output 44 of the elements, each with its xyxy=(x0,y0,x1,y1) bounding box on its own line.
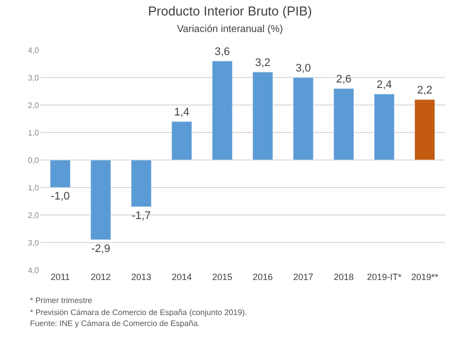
data-label: -1,7 xyxy=(132,210,151,222)
x-tick-label: 2012 xyxy=(90,272,111,282)
x-tick-label: 2018 xyxy=(334,272,354,282)
data-label: 3,6 xyxy=(214,46,230,58)
bar xyxy=(212,60,233,160)
x-tick-label: 2019-IT* xyxy=(366,272,402,282)
x-tick-label: 2011 xyxy=(50,272,70,282)
x-tick-label: 2019** xyxy=(411,272,439,282)
y-tick-label: 4,0 xyxy=(28,266,40,275)
text: * Previsión Cámara de Comercio de España (conjunto 2019). xyxy=(30,308,248,317)
data-label: -2,9 xyxy=(91,242,110,255)
x-tick-label: 2014 xyxy=(172,272,192,282)
bar xyxy=(333,88,354,160)
text: * Primer trimestre xyxy=(30,296,93,305)
y-tick-label: 1,0 xyxy=(28,128,40,138)
y-tick-label: 1,0 xyxy=(28,183,40,192)
x-tick-label: 2016 xyxy=(252,272,273,282)
chart-subtitle: Variación interanual (%) xyxy=(177,24,283,36)
bar xyxy=(374,94,395,160)
source-note: Fuente: INE y Cámara de Comercio de España. xyxy=(30,319,200,328)
data-label: -1,0 xyxy=(50,190,70,202)
y-tick-label: 4,0 xyxy=(28,46,40,55)
y-tick-label: 0,0 xyxy=(28,156,40,165)
bar xyxy=(292,77,314,160)
bar xyxy=(90,160,112,240)
y-tick-label: 2,0 xyxy=(28,100,40,110)
bar xyxy=(252,72,274,160)
bar xyxy=(50,160,71,188)
data-label: 2,2 xyxy=(417,84,432,96)
data-label: 2,6 xyxy=(336,74,352,86)
x-tick-label: 2017 xyxy=(293,272,314,282)
y-tick-label: 3,0 xyxy=(28,73,40,82)
y-tick-label: 3,0 xyxy=(28,238,40,248)
bar xyxy=(171,121,192,160)
x-tick-label: 2013 xyxy=(131,272,152,282)
data-label: 1,4 xyxy=(174,106,190,118)
bar xyxy=(130,160,152,207)
data-label: 3,0 xyxy=(296,62,311,74)
bar xyxy=(414,99,436,160)
data-label: 2,4 xyxy=(376,79,392,91)
x-tick-label: 2015 xyxy=(212,272,232,282)
chart-title: Producto Interior Bruto (PIB) xyxy=(148,3,312,18)
data-label: 3,2 xyxy=(255,57,270,69)
y-tick-label: 2,0 xyxy=(28,210,40,220)
